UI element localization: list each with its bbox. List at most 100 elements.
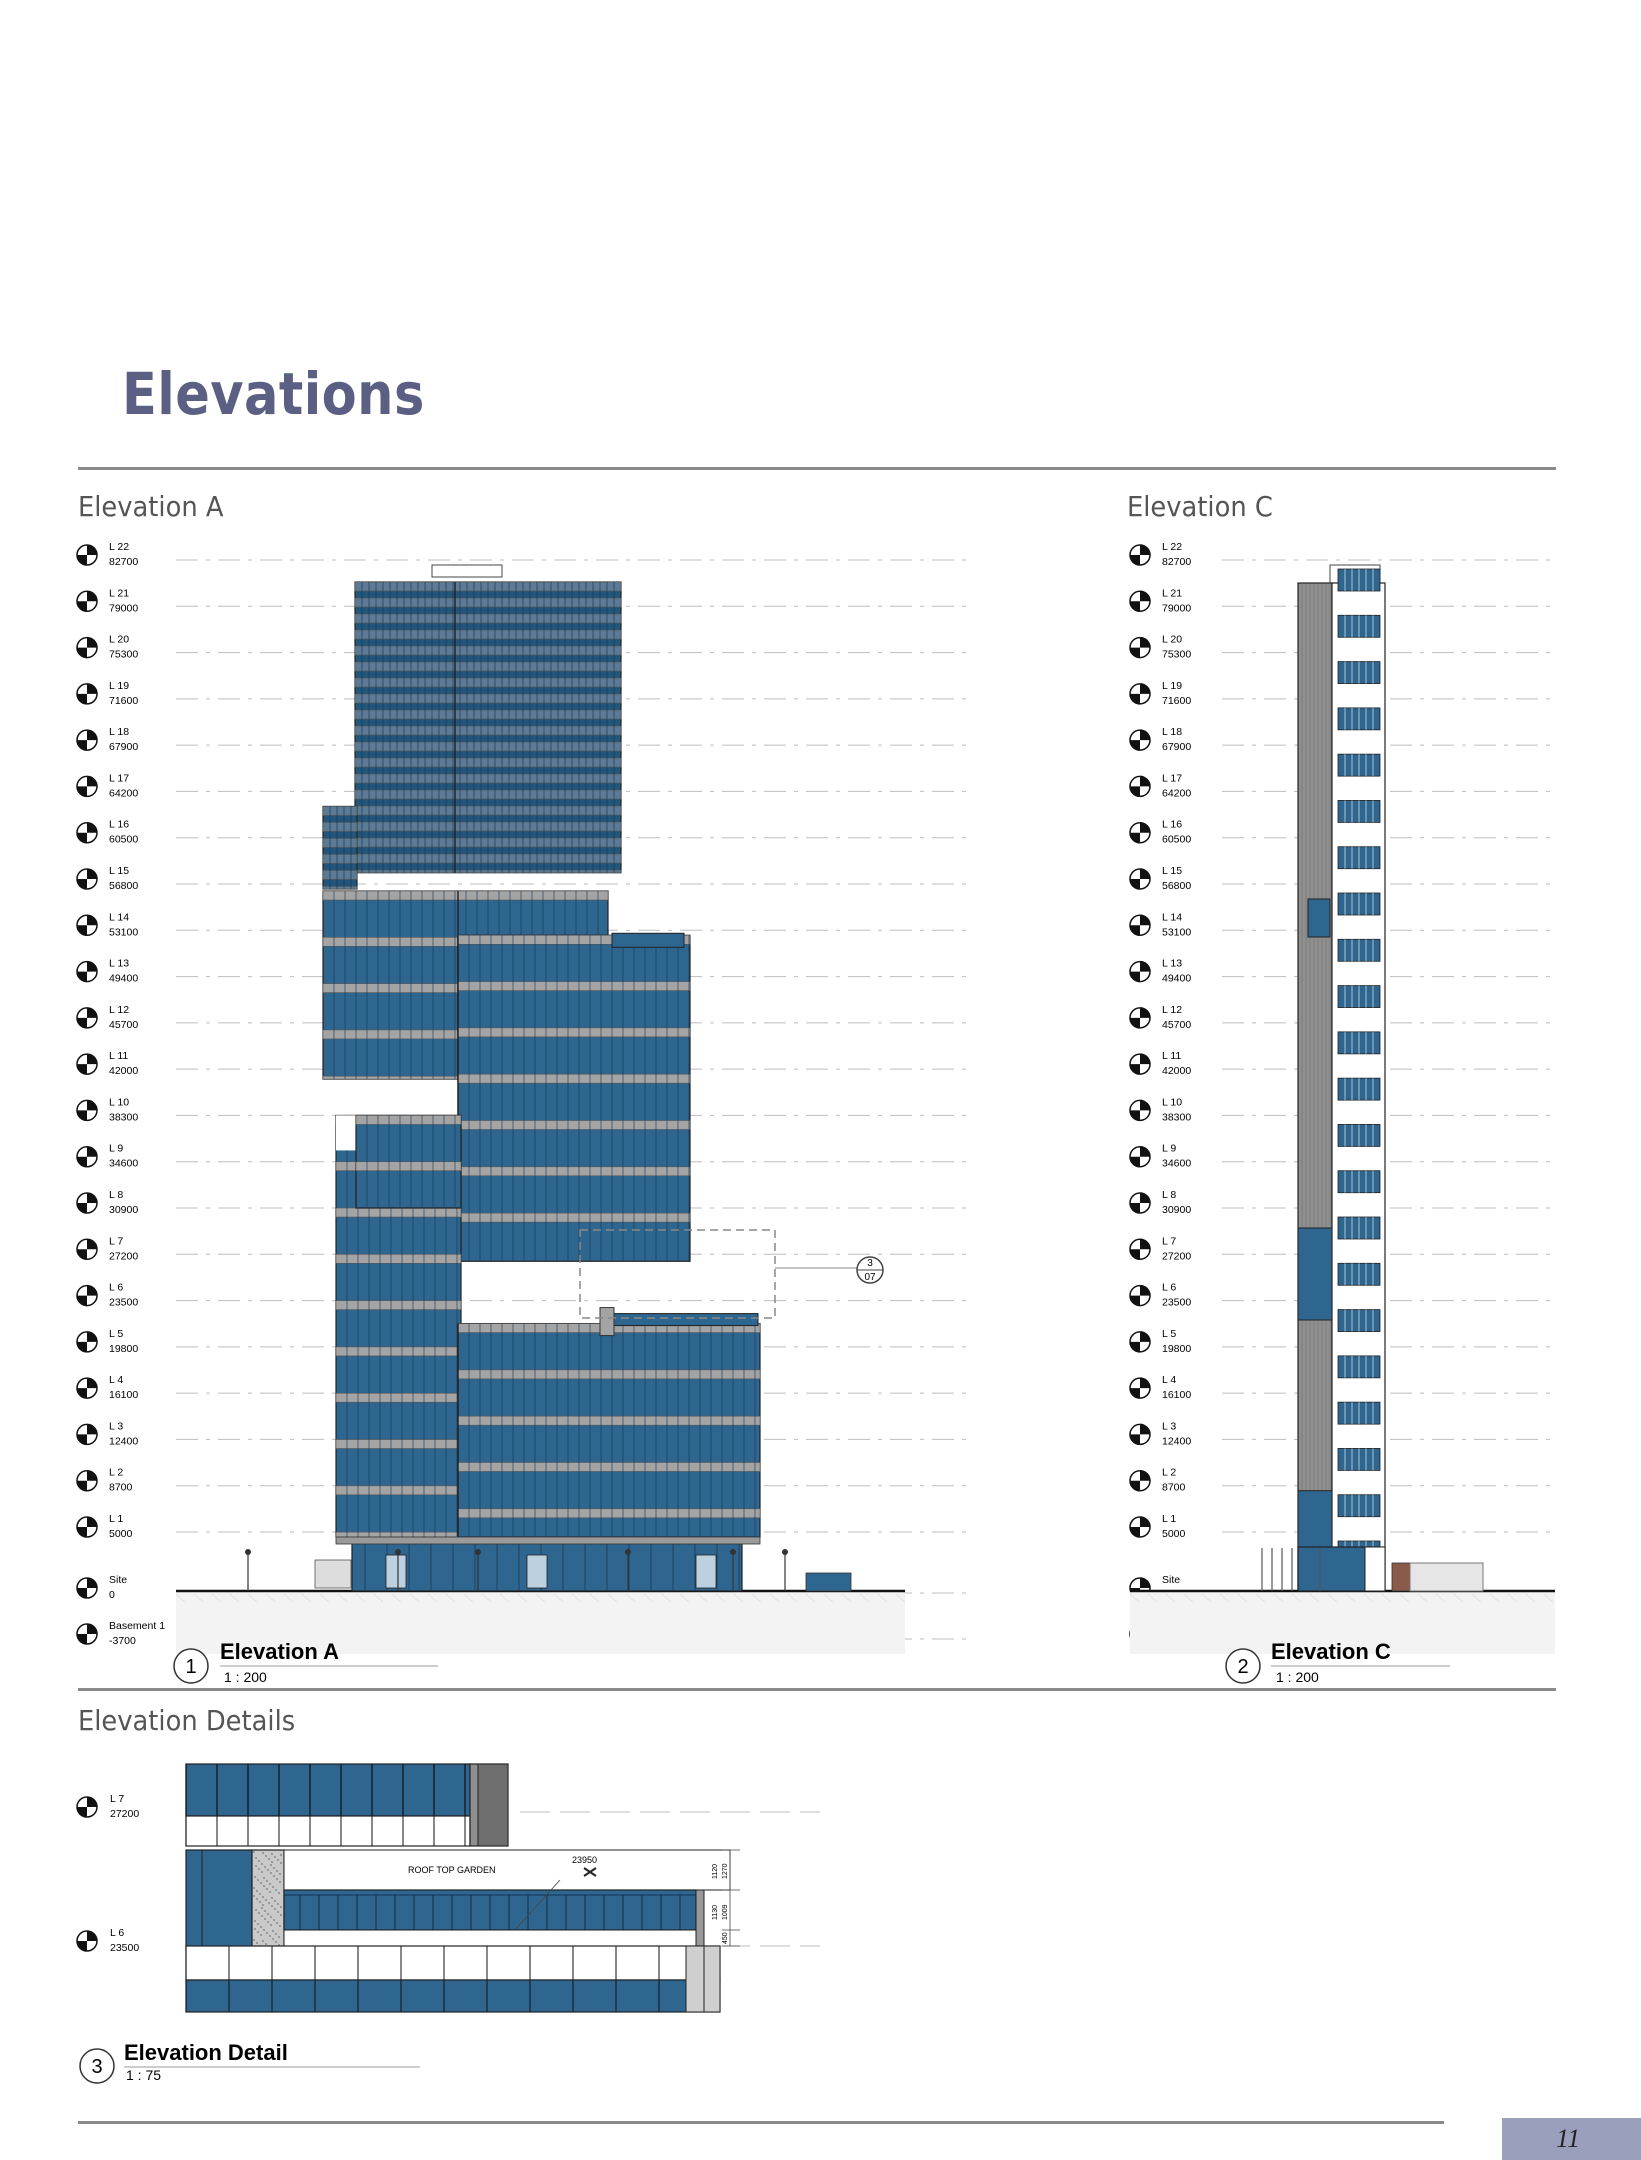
drawing-scale-a: 1 : 200 bbox=[224, 1669, 267, 1685]
section-title-elevation-c: Elevation C bbox=[1127, 490, 1273, 523]
elevation-c-title-block: 2 Elevation C 1 : 200 bbox=[1225, 1639, 1450, 1685]
a-level-name: L 4 bbox=[109, 1374, 123, 1386]
a-level-name: L 2 bbox=[109, 1467, 123, 1479]
c-level-name: L 3 bbox=[1162, 1420, 1176, 1432]
dim-upper-a: 1120 bbox=[712, 1864, 719, 1879]
detail-concrete-wall bbox=[251, 1849, 285, 1951]
entrance-door bbox=[385, 1554, 407, 1589]
a-level-name: L 5 bbox=[109, 1328, 123, 1340]
a-level-name: L 13 bbox=[109, 958, 129, 970]
level-marker-icon bbox=[76, 1577, 98, 1599]
level-marker-icon bbox=[76, 1377, 98, 1399]
drawing-scale-d: 1 : 75 bbox=[126, 2067, 161, 2083]
callout-bottom: 07 bbox=[864, 1272, 876, 1283]
drawing-title-a: Elevation A bbox=[220, 1639, 339, 1664]
level-marker-icon bbox=[1129, 1145, 1151, 1168]
a-level-value: 30900 bbox=[109, 1204, 138, 1216]
detail-level-lines: L 7 27200 L 6 23500 bbox=[76, 1793, 820, 1954]
a-level-value: 71600 bbox=[109, 695, 138, 707]
a-level-name: L 3 bbox=[109, 1420, 123, 1432]
drawing-title-c: Elevation C bbox=[1271, 1639, 1391, 1664]
drawing-number-a: 1 bbox=[185, 1656, 196, 1678]
level-marker-icon bbox=[1129, 1053, 1151, 1075]
level-marker-icon bbox=[1129, 1284, 1151, 1307]
a-level-value: 12400 bbox=[109, 1435, 138, 1447]
level-marker-icon bbox=[1129, 775, 1151, 798]
level-marker-icon bbox=[1129, 636, 1151, 659]
section-title-details: Elevation Details bbox=[78, 1704, 296, 1737]
dim-mid-b: 1009 bbox=[722, 1904, 729, 1920]
c-level-name: L 2 bbox=[1162, 1467, 1176, 1479]
a-level-value: 27200 bbox=[109, 1250, 138, 1262]
level-marker-icon bbox=[76, 1284, 98, 1307]
entrance-door bbox=[695, 1554, 717, 1589]
c-level-name: L 21 bbox=[1162, 587, 1182, 599]
c-level-name: Site bbox=[1162, 1574, 1180, 1586]
a-level-value: 49400 bbox=[109, 973, 138, 985]
title-rule bbox=[78, 467, 1556, 470]
a-level-value: 82700 bbox=[109, 556, 138, 568]
c-level-name: L 11 bbox=[1162, 1050, 1181, 1062]
c-level-value: 23500 bbox=[1162, 1297, 1191, 1309]
level-marker-icon bbox=[76, 868, 98, 890]
level-marker-icon bbox=[76, 1423, 98, 1446]
level-marker-icon bbox=[76, 1238, 98, 1261]
c-level-value: 67900 bbox=[1162, 741, 1191, 753]
c-level-name: L 18 bbox=[1162, 726, 1182, 738]
level-marker-icon bbox=[76, 729, 98, 751]
c-level-value: 71600 bbox=[1162, 695, 1191, 707]
a-level-value: 75300 bbox=[109, 649, 138, 661]
level-marker-icon bbox=[76, 914, 98, 937]
a-level-value: 5000 bbox=[109, 1528, 133, 1540]
level-marker-icon bbox=[1129, 729, 1151, 751]
detail-title-block: 3 Elevation Detail 1 : 75 bbox=[79, 2040, 420, 2084]
c-level-name: L 7 bbox=[1162, 1235, 1176, 1247]
c-level-value: 45700 bbox=[1162, 1019, 1191, 1031]
level-marker-icon bbox=[1129, 1007, 1151, 1029]
level-marker-icon bbox=[76, 1007, 98, 1029]
level-marker-icon bbox=[1129, 1469, 1151, 1492]
a-level-name: L 11 bbox=[109, 1050, 128, 1062]
level-marker-icon bbox=[76, 1516, 98, 1538]
c-level-name: L 5 bbox=[1162, 1328, 1176, 1340]
c-level-name: L 22 bbox=[1162, 541, 1182, 553]
dim-mid-a: 1130 bbox=[712, 1905, 719, 1920]
page-number: 11 bbox=[1556, 2124, 1581, 2153]
c-level-name: L 6 bbox=[1162, 1282, 1176, 1294]
level-marker-icon bbox=[1129, 914, 1151, 937]
level-marker-icon bbox=[1129, 1238, 1151, 1261]
a-level-value: 42000 bbox=[109, 1065, 138, 1077]
c-level-value: 56800 bbox=[1162, 880, 1191, 892]
a-level-name: L 22 bbox=[109, 541, 129, 553]
detail-level-value: 27200 bbox=[110, 1808, 139, 1820]
level-marker-icon bbox=[76, 544, 98, 566]
ramp-structure bbox=[1409, 1562, 1484, 1592]
detail-level-name: L 6 bbox=[110, 1927, 124, 1939]
c-level-value: 53100 bbox=[1162, 926, 1191, 938]
level-marker-icon bbox=[76, 821, 98, 844]
a-level-name: Site bbox=[109, 1574, 127, 1586]
level-marker-icon bbox=[76, 1053, 98, 1075]
elevation-a-building bbox=[175, 564, 906, 1654]
a-level-name: L 19 bbox=[109, 680, 129, 692]
c-level-name: L 1 bbox=[1162, 1513, 1176, 1525]
detail-building: ROOF TOP GARDEN 23950 1120 1270 1130 100… bbox=[185, 1763, 740, 2013]
level-marker-icon bbox=[76, 960, 98, 983]
a-level-value: 34600 bbox=[109, 1158, 138, 1170]
elevation-c-building bbox=[1129, 564, 1555, 1654]
a-level-name: L 7 bbox=[109, 1235, 123, 1247]
c-level-value: 82700 bbox=[1162, 556, 1191, 568]
level-marker-icon bbox=[76, 683, 98, 705]
a-level-value: 64200 bbox=[109, 787, 138, 799]
level-marker-icon bbox=[76, 1145, 98, 1168]
a-level-value: 60500 bbox=[109, 834, 138, 846]
c-level-name: L 15 bbox=[1162, 865, 1182, 877]
a-level-value: 56800 bbox=[109, 880, 138, 892]
level-marker-icon bbox=[76, 775, 98, 798]
section-callout: 3 07 bbox=[579, 1229, 884, 1319]
drawing-number-d: 3 bbox=[91, 2056, 102, 2078]
a-level-value: 16100 bbox=[109, 1389, 138, 1401]
c-level-name: L 12 bbox=[1162, 1004, 1182, 1016]
